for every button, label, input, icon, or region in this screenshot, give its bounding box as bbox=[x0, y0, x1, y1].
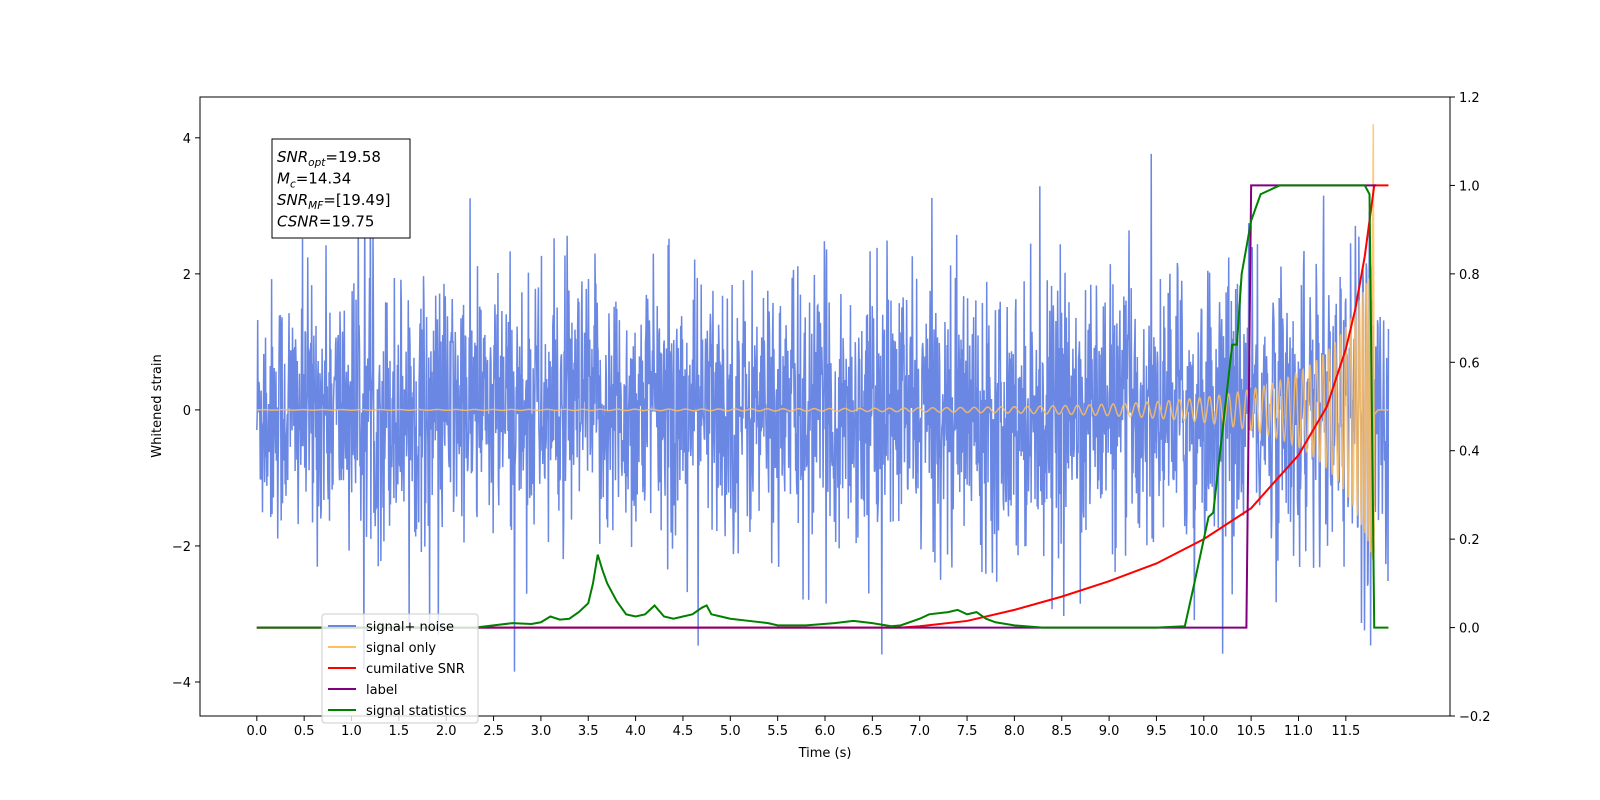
series-cumulative-snr-line bbox=[256, 184, 1389, 629]
series-label-line bbox=[256, 184, 1377, 629]
x-tick-label: 3.5 bbox=[578, 724, 599, 739]
x-axis-label: Time (s) bbox=[798, 746, 852, 761]
x-tick-label: 9.0 bbox=[1099, 724, 1120, 739]
x-tick-label: 10.0 bbox=[1189, 724, 1218, 739]
series-signal-statistics-line bbox=[256, 184, 1389, 629]
x-tick-label: 6.0 bbox=[815, 724, 836, 739]
y-axis-label: Whitened strain bbox=[150, 354, 165, 457]
x-tick-label: 1.0 bbox=[341, 724, 362, 739]
series-layer bbox=[256, 124, 1390, 672]
x-tick-label: 0.0 bbox=[246, 724, 267, 739]
y2-tick-label: 0.8 bbox=[1459, 268, 1480, 283]
legend: signal+ noise signal only cumilative SNR la… bbox=[321, 613, 479, 724]
y-tick-label: −4 bbox=[172, 676, 191, 691]
y2-tick-label: 1.2 bbox=[1459, 91, 1480, 106]
y-axis-right: 1.2 1.0 0.8 0.6 0.4 0.2 0.0 −0.2 bbox=[1450, 91, 1491, 725]
annotation-line: SNRMF=[19.49] bbox=[277, 191, 391, 212]
legend-entry-label: label bbox=[366, 683, 397, 698]
y2-tick-label: −0.2 bbox=[1459, 710, 1491, 725]
y2-tick-label: 0.2 bbox=[1459, 533, 1480, 548]
x-tick-label: 5.0 bbox=[720, 724, 741, 739]
series-signal-noise-line bbox=[256, 153, 1390, 672]
x-tick-label: 8.5 bbox=[1051, 724, 1072, 739]
y-axis-left: 4 2 0 −2 −4 bbox=[172, 132, 200, 691]
annotation-line: Mc=14.34 bbox=[277, 170, 351, 191]
x-tick-label: 9.5 bbox=[1146, 724, 1167, 739]
x-tick-label: 8.0 bbox=[1004, 724, 1025, 739]
x-tick-label: 5.5 bbox=[767, 724, 788, 739]
y2-tick-label: 0.0 bbox=[1459, 622, 1480, 637]
x-tick-label: 10.5 bbox=[1237, 724, 1266, 739]
legend-entry-label: signal+ noise bbox=[366, 620, 454, 635]
x-tick-label: 4.0 bbox=[625, 724, 646, 739]
stats-annotation-box: SNRopt=19.58Mc=14.34SNRMF=[19.49]CSNR=19… bbox=[271, 138, 411, 239]
x-tick-label: 7.0 bbox=[909, 724, 930, 739]
legend-entry-label: signal only bbox=[366, 641, 436, 656]
x-tick-label: 11.5 bbox=[1331, 724, 1360, 739]
y2-tick-label: 1.0 bbox=[1459, 179, 1480, 194]
y2-tick-label: 0.6 bbox=[1459, 356, 1480, 371]
annotation-line: CSNR=19.75 bbox=[277, 213, 374, 231]
legend-entry-label: signal statistics bbox=[366, 704, 467, 719]
y-tick-label: 2 bbox=[183, 268, 191, 283]
annotation-frame bbox=[271, 138, 411, 239]
y-tick-label: 0 bbox=[183, 404, 191, 419]
series-signal-only-line bbox=[256, 124, 1389, 560]
y-tick-label: −2 bbox=[172, 540, 191, 555]
legend-entry-label: cumilative SNR bbox=[366, 662, 465, 677]
x-tick-label: 11.0 bbox=[1284, 724, 1313, 739]
x-tick-label: 4.5 bbox=[673, 724, 694, 739]
x-tick-label: 2.0 bbox=[436, 724, 457, 739]
annotation-line: SNRopt=19.58 bbox=[277, 148, 381, 169]
y2-tick-label: 0.4 bbox=[1459, 445, 1480, 460]
x-tick-label: 1.5 bbox=[389, 724, 410, 739]
x-tick-label: 6.5 bbox=[862, 724, 883, 739]
x-tick-label: 0.5 bbox=[294, 724, 315, 739]
legend-frame bbox=[321, 613, 479, 724]
x-axis: 0.0 0.5 1.0 1.5 2.0 2.5 3.0 3.5 4.0 4.5 5.0 5.5 6.0 6… bbox=[246, 716, 1360, 739]
x-tick-label: 3.0 bbox=[531, 724, 552, 739]
y-tick-label: 4 bbox=[183, 132, 191, 147]
x-tick-label: 2.5 bbox=[483, 724, 504, 739]
x-tick-label: 7.5 bbox=[957, 724, 978, 739]
